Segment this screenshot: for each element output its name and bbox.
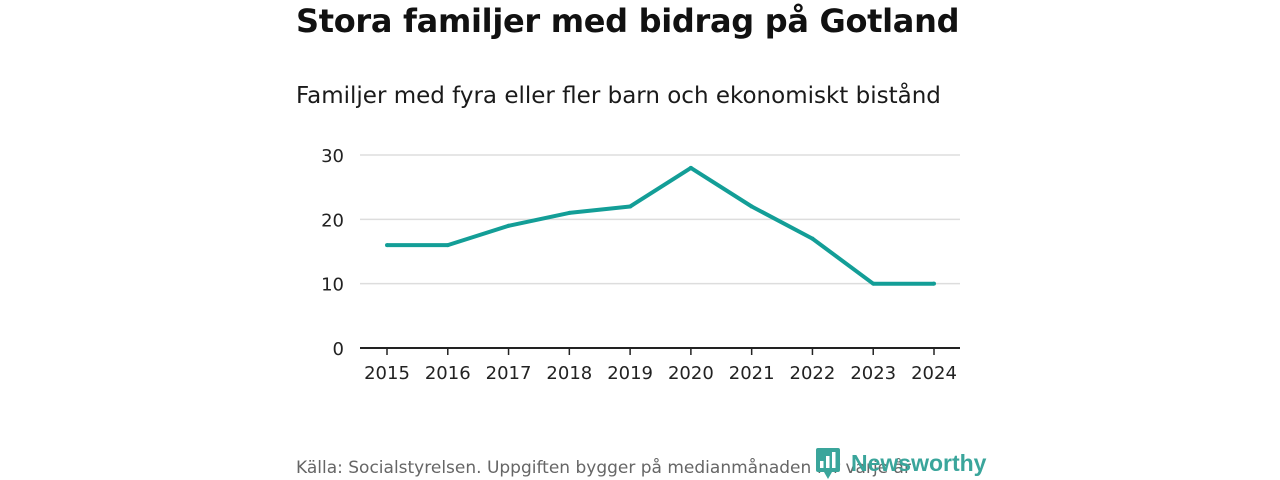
chart-subtitle: Familjer med fyra eller fler barn och ek… xyxy=(296,83,941,109)
y-tick-label: 10 xyxy=(321,275,344,296)
x-tick-label: 2015 xyxy=(364,363,410,384)
y-tick-label: 20 xyxy=(321,210,344,231)
brand-name: Newsworthy xyxy=(851,449,987,476)
grid-layer xyxy=(360,154,960,285)
x-tick-label: 2018 xyxy=(546,363,592,384)
chart-title: Stora familjer med bidrag på Gotland xyxy=(296,2,960,40)
data-point xyxy=(871,281,876,286)
x-tick-label: 2021 xyxy=(729,363,775,384)
data-point xyxy=(688,165,693,170)
y-tick-label: 0 xyxy=(333,339,344,360)
series-layer xyxy=(385,165,936,286)
data-point xyxy=(628,204,633,209)
data-point xyxy=(810,236,815,241)
data-point xyxy=(932,281,936,286)
data-point xyxy=(567,210,572,215)
source-note: Källa: Socialstyrelsen. Uppgiften bygger… xyxy=(296,458,911,478)
brand: Newsworthy xyxy=(815,446,986,480)
data-point xyxy=(385,243,389,248)
data-point xyxy=(749,204,754,209)
x-tick-label: 2019 xyxy=(607,363,653,384)
series-line xyxy=(387,165,934,286)
x-tick-label: 2020 xyxy=(668,363,714,384)
x-tick-label: 2017 xyxy=(486,363,532,384)
y-tick-label: 30 xyxy=(321,146,344,167)
x-tick-label: 2022 xyxy=(790,363,836,384)
axis-layer: 0 10 20 30 2015 2016 2017 2018 2019 2020 2021 2022 2… xyxy=(321,146,960,384)
newsworthy-logo-icon xyxy=(816,448,840,479)
data-point xyxy=(445,243,450,248)
x-tick-label: 2024 xyxy=(911,363,957,384)
x-tick-label: 2023 xyxy=(850,363,896,384)
x-tick-label: 2016 xyxy=(425,363,471,384)
data-point xyxy=(506,223,511,228)
